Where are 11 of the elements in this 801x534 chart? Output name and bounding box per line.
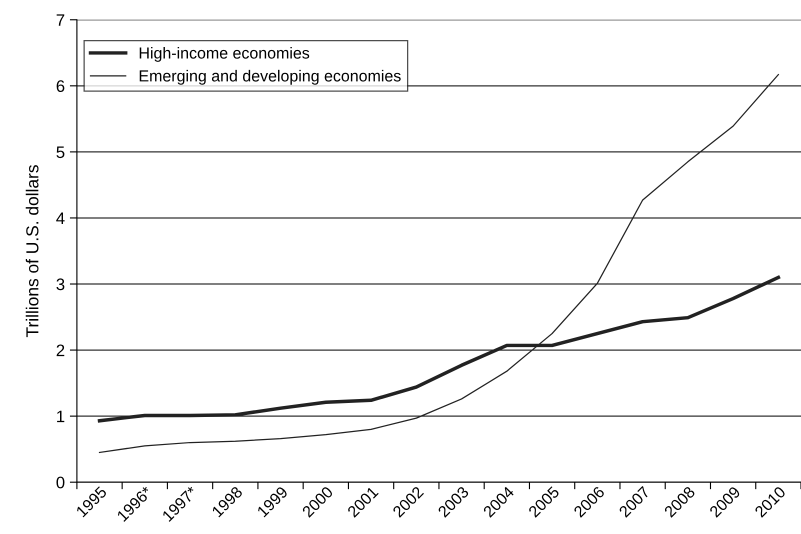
y-tick-label: 7 — [56, 14, 64, 26]
legend-label: Emerging and developing economies — [140, 70, 401, 85]
y-tick-label: 5 — [56, 146, 64, 158]
y-tick-label: 6 — [56, 80, 64, 92]
y-tick-label: 1 — [57, 410, 64, 422]
legend-label: High-income economies — [140, 46, 310, 62]
y-tick-label: 0 — [56, 476, 64, 488]
y-tick-label: 4 — [56, 212, 65, 224]
y-tick-label: 2 — [56, 344, 64, 356]
y-tick-label: 3 — [56, 278, 64, 290]
y-axis-title: Trillions of U.S. dollars — [26, 165, 38, 338]
